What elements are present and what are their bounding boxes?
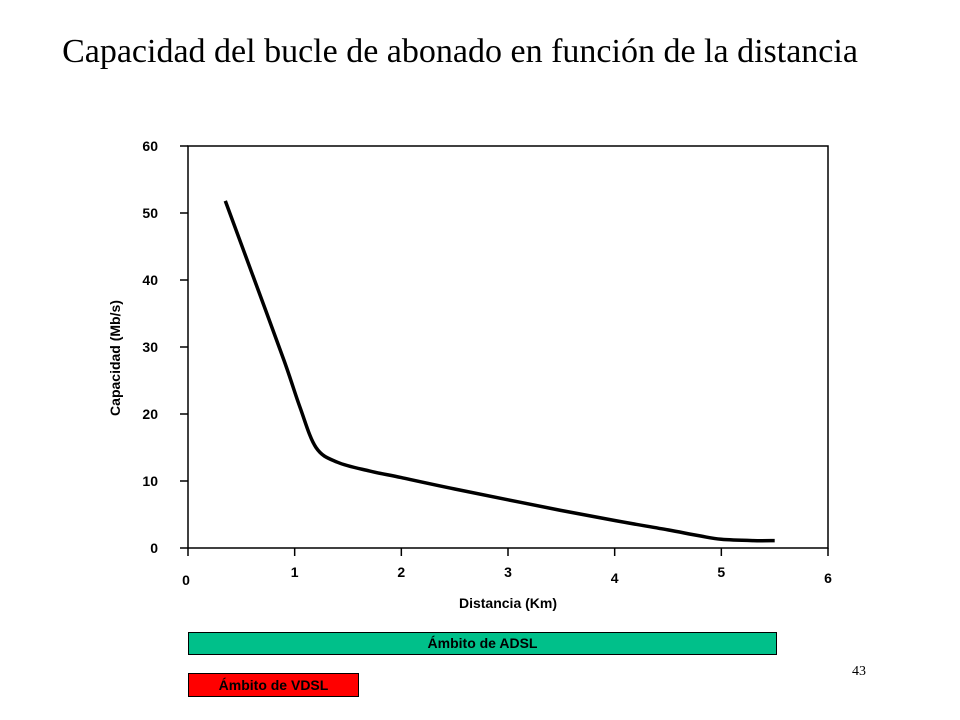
y-tick-label: 60 xyxy=(142,138,158,154)
x-tick-label: 0 xyxy=(182,572,190,588)
y-axis-title: Capacidad (Mb/s) xyxy=(107,300,123,416)
x-tick-label: 4 xyxy=(611,570,619,586)
page-number: 43 xyxy=(852,664,866,679)
x-tick-label: 1 xyxy=(291,564,299,580)
x-tick-label: 2 xyxy=(397,564,405,580)
plot-frame xyxy=(187,145,829,549)
capacity-series-line xyxy=(223,200,775,543)
x-tick-label: 5 xyxy=(717,564,725,580)
x-axis-title: Distancia (Km) xyxy=(459,595,557,611)
adsl-range-bar: Ámbito de ADSL xyxy=(188,632,777,655)
x-tick-label: 3 xyxy=(504,564,512,580)
vdsl-range-bar: Ámbito de VDSL xyxy=(188,673,359,697)
series-group xyxy=(223,200,775,543)
adsl-range-label: Ámbito de ADSL xyxy=(427,635,538,651)
y-tick-label: 10 xyxy=(142,473,158,489)
y-tick-label: 20 xyxy=(142,406,158,422)
y-tick-label: 50 xyxy=(142,205,158,221)
y-tick-label: 30 xyxy=(142,339,158,355)
y-tick-label: 40 xyxy=(142,272,158,288)
vdsl-range-label: Ámbito de VDSL xyxy=(218,677,329,693)
x-tick-label: 6 xyxy=(824,570,832,586)
slide-title: Capacidad del bucle de abonado en funció… xyxy=(62,33,858,70)
y-tick-label: 0 xyxy=(150,540,158,556)
axes: 0 10 20 30 40 50 60 0 1 2 3 4 5 6 xyxy=(142,138,832,588)
